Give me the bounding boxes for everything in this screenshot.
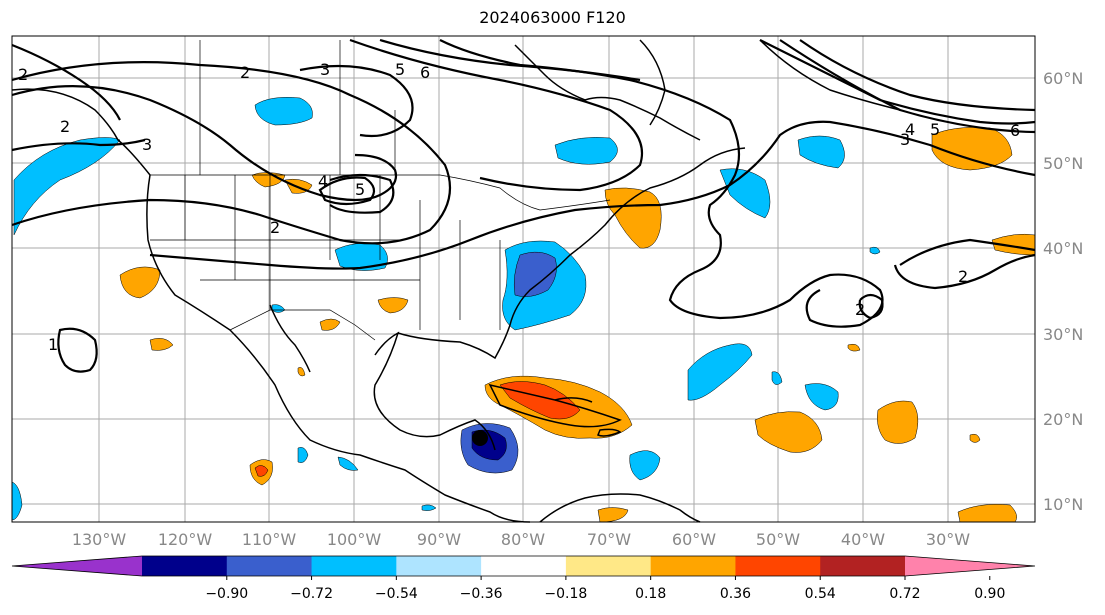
contour-label: 5 (930, 120, 940, 139)
contour-label: 4 (905, 120, 915, 139)
lon-label: 90°W (417, 530, 461, 549)
colorbar-extend-low (12, 556, 142, 576)
lon-label: 60°W (672, 530, 716, 549)
lon-label: 50°W (756, 530, 800, 549)
colorbar-tick-label: 0.18 (635, 586, 666, 602)
lon-label: 70°W (587, 530, 631, 549)
lon-label: 80°W (501, 530, 545, 549)
contour-label: 2 (958, 267, 968, 286)
lon-label: 120°W (158, 530, 213, 549)
colorbar-segment (481, 556, 567, 576)
contour-label: 5 (395, 60, 405, 79)
map-title: 2024063000 F120 (479, 8, 626, 27)
lon-label: 100°W (327, 530, 382, 549)
colorbar-segment (820, 556, 906, 576)
contour-label: 2 (855, 300, 865, 319)
colorbar-segment (650, 556, 736, 576)
colorbar: −0.90 −0.72 −0.54 −0.36 −0.18 0.18 0.36 0.54 0.7… (11, 555, 1036, 602)
colorbar-tick-label: −0.36 (460, 586, 503, 602)
coastlines (11, 39, 901, 523)
contour-labels: 2 2 2 2 2 3 3 3 4 4 5 5 5 6 6 1 2 (18, 60, 1020, 354)
colorbar-segment (735, 556, 821, 576)
colorbar-tick-label: −0.18 (544, 586, 587, 602)
colorbar-tick-label: 0.90 (974, 586, 1005, 602)
colorbar-segment (396, 556, 482, 576)
contour-label: 3 (142, 135, 152, 154)
lat-label: 60°N (1043, 69, 1083, 88)
lat-label: 50°N (1043, 154, 1083, 173)
contour-label: 1 (48, 335, 58, 354)
colorbar-segment (142, 556, 228, 576)
storm-center-marker (472, 430, 488, 446)
colorbar-segment (565, 556, 652, 576)
colorbar-tick-label: −0.72 (290, 586, 333, 602)
contour-label: 4 (318, 172, 328, 191)
colorbar-segment (311, 556, 397, 576)
lon-label: 40°W (841, 530, 885, 549)
colorbar-segment (226, 556, 313, 576)
lon-label: 30°W (926, 530, 970, 549)
colorbar-tick-label: 0.54 (805, 586, 836, 602)
lon-label: 110°W (242, 530, 297, 549)
contour-label: 5 (355, 180, 365, 199)
colorbar-tick-label: −0.54 (375, 586, 418, 602)
colorbar-extend-high (905, 556, 1035, 576)
contour-label: 2 (270, 218, 280, 237)
lat-label: 20°N (1043, 410, 1083, 429)
contour-lines (11, 38, 1036, 373)
contour-label: 2 (18, 65, 28, 84)
political-borders (150, 40, 611, 341)
contour-label: 3 (900, 130, 910, 149)
contour-label: 3 (320, 60, 330, 79)
colorbar-tick-label: −0.90 (205, 586, 248, 602)
colorbar-tick-label: 0.36 (720, 586, 751, 602)
contour-label: 2 (60, 117, 70, 136)
anomaly-shading (11, 97, 1036, 523)
contour-label: 2 (240, 63, 250, 82)
longitude-labels: 130°W 120°W 110°W 100°W 90°W 80°W 70°W 6… (72, 530, 970, 549)
lat-label: 10°N (1043, 495, 1083, 514)
colorbar-tick-label: 0.72 (889, 586, 920, 602)
latitude-labels: 60°N 50°N 40°N 30°N 20°N 10°N (1043, 69, 1083, 514)
lon-label: 130°W (72, 530, 127, 549)
contour-label: 6 (1010, 121, 1020, 140)
lat-label: 40°N (1043, 239, 1083, 258)
lat-label: 30°N (1043, 325, 1083, 344)
contour-label: 6 (420, 63, 430, 82)
